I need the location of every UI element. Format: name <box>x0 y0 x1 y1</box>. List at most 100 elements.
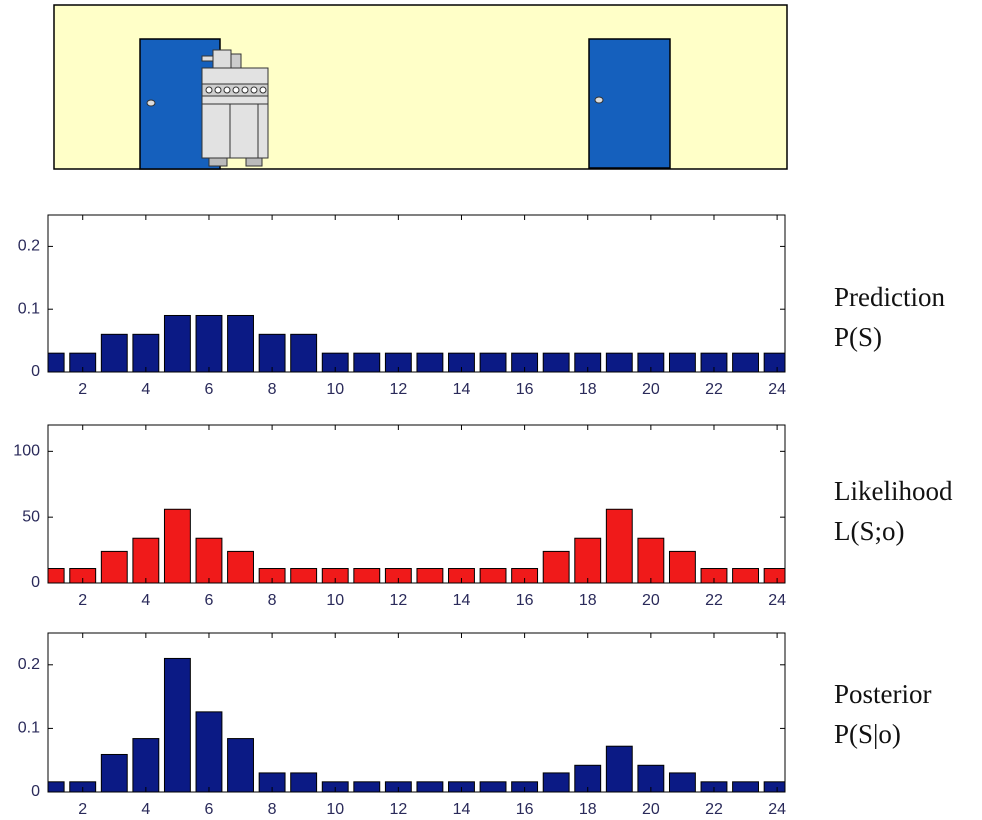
bar <box>574 352 602 372</box>
x-tick-label: 22 <box>705 592 723 609</box>
y-tick-label: 0.2 <box>18 656 40 673</box>
bar <box>100 333 128 372</box>
x-tick-label: 14 <box>453 381 471 398</box>
bar <box>416 352 444 372</box>
x-tick-label: 2 <box>78 592 87 609</box>
chart-label: Posterior <box>834 679 932 709</box>
bar <box>100 753 128 792</box>
bar <box>163 508 191 583</box>
plot-frame <box>47 424 786 584</box>
chart-sublabel: L(S;o) <box>834 516 905 546</box>
bar <box>163 657 191 792</box>
chart-sublabel: P(S) <box>834 322 882 352</box>
bar <box>48 568 65 583</box>
x-tick-label: 20 <box>642 592 660 609</box>
x-tick-label: 22 <box>705 381 723 398</box>
plot-frame <box>47 632 786 793</box>
door-knob <box>594 96 604 104</box>
bar <box>605 745 633 792</box>
chart-sublabel: P(S|o) <box>834 719 901 749</box>
x-tick-label: 18 <box>579 592 597 609</box>
door-knob <box>146 99 156 107</box>
bar <box>290 772 318 792</box>
y-tick-label: 50 <box>22 508 40 525</box>
x-tick-label: 8 <box>268 592 277 609</box>
x-tick-label: 10 <box>326 381 344 398</box>
bar <box>132 537 160 583</box>
x-tick-label: 6 <box>205 592 214 609</box>
bar <box>542 772 570 792</box>
bar <box>353 781 381 792</box>
bar <box>668 550 696 583</box>
x-tick-label: 20 <box>642 801 660 818</box>
x-tick-label: 4 <box>141 592 150 609</box>
bar <box>542 352 570 372</box>
x-tick-label: 2 <box>78 381 87 398</box>
bar <box>227 550 254 583</box>
y-tick-label: 0.2 <box>18 238 40 255</box>
bar <box>668 352 696 372</box>
bar <box>732 352 759 372</box>
bar <box>416 781 444 792</box>
bar <box>48 352 65 372</box>
x-tick-label: 18 <box>579 801 597 818</box>
x-tick-label: 24 <box>768 381 786 398</box>
bar <box>700 352 728 372</box>
x-tick-label: 4 <box>141 801 150 818</box>
bar <box>763 352 785 372</box>
x-tick-label: 24 <box>768 592 786 609</box>
bar <box>321 352 349 372</box>
bar <box>195 537 223 583</box>
y-tick-label: 0.1 <box>18 300 40 317</box>
bar <box>605 352 633 372</box>
bar <box>48 781 65 792</box>
bars <box>48 314 785 372</box>
bar <box>637 537 665 583</box>
y-tick-label: 0 <box>31 574 40 591</box>
bar <box>479 568 507 583</box>
chart-label: Prediction <box>834 282 945 312</box>
bar <box>100 550 128 583</box>
x-tick-label: 20 <box>642 381 660 398</box>
y-tick-label: 100 <box>13 443 40 460</box>
x-tick-label: 18 <box>579 381 597 398</box>
bar <box>479 781 507 792</box>
hallway-illustration <box>53 4 788 170</box>
x-tick-label: 14 <box>453 592 471 609</box>
x-tick-label: 14 <box>453 801 471 818</box>
bar <box>511 352 539 372</box>
y-tick-label: 0.1 <box>18 720 40 737</box>
bar <box>448 352 475 372</box>
x-tick-label: 4 <box>141 381 150 398</box>
bar <box>132 738 160 792</box>
bar <box>132 333 160 372</box>
bar-chart: 2 4 6 8 10 12 14 16 18 20 22 24050100LikelihoodL(S;… <box>13 424 953 609</box>
x-tick-label: 8 <box>268 801 277 818</box>
x-tick-label: 12 <box>389 592 407 609</box>
x-tick-label: 12 <box>389 381 407 398</box>
bars <box>48 508 785 583</box>
robot <box>201 49 269 167</box>
x-tick-label: 16 <box>516 801 534 818</box>
bar <box>732 568 759 583</box>
y-tick-label: 0 <box>31 783 40 800</box>
bar <box>479 352 507 372</box>
door <box>588 38 671 169</box>
x-tick-label: 10 <box>326 801 344 818</box>
bar <box>732 781 759 792</box>
bar <box>353 352 381 372</box>
y-tick-label: 0 <box>31 363 40 380</box>
bar <box>574 537 602 583</box>
x-tick-label: 6 <box>205 801 214 818</box>
bar <box>195 711 223 792</box>
chart-label: Likelihood <box>834 476 953 506</box>
x-tick-label: 16 <box>516 592 534 609</box>
x-tick-label: 12 <box>389 801 407 818</box>
bar <box>258 333 286 372</box>
bar <box>542 550 570 583</box>
x-tick-label: 22 <box>705 801 723 818</box>
bar <box>384 352 412 372</box>
x-tick-label: 16 <box>516 381 534 398</box>
plot-frame <box>47 214 786 373</box>
